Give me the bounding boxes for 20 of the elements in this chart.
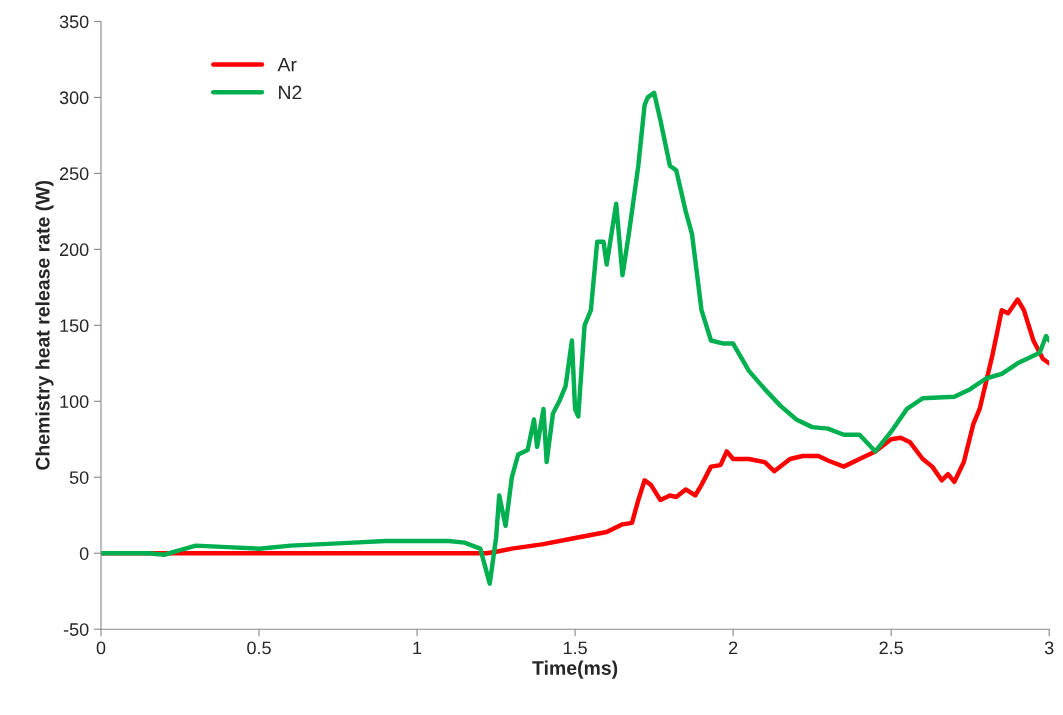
y-tick-label: 350 <box>59 15 89 29</box>
x-tick-label: 1 <box>413 641 422 655</box>
y-tick-label: 0 <box>79 547 89 560</box>
x-tick-label: 3 <box>1044 641 1054 655</box>
x-tick-label: 2 <box>729 641 738 655</box>
x-tick-label: 2.5 <box>879 641 903 655</box>
y-tick-label: 250 <box>59 167 89 181</box>
y-tick-label: 300 <box>59 91 89 105</box>
x-tick-label: 1.5 <box>563 641 587 655</box>
legend-label: N2 <box>279 85 302 100</box>
x-tick-label: 0.5 <box>247 641 271 655</box>
legend-label: Ar <box>277 57 297 72</box>
x-tick-label: 0 <box>96 641 106 655</box>
y-tick-label: -50 <box>63 623 89 636</box>
y-tick-label: 200 <box>59 243 89 257</box>
y-tick-label: 50 <box>69 471 89 484</box>
x-axis-title: Time(ms) <box>532 660 618 679</box>
y-tick-label: 150 <box>60 319 89 333</box>
y-axis-title: Chemistry heat release rate (W) <box>35 180 54 470</box>
y-tick-label: 100 <box>60 395 89 409</box>
